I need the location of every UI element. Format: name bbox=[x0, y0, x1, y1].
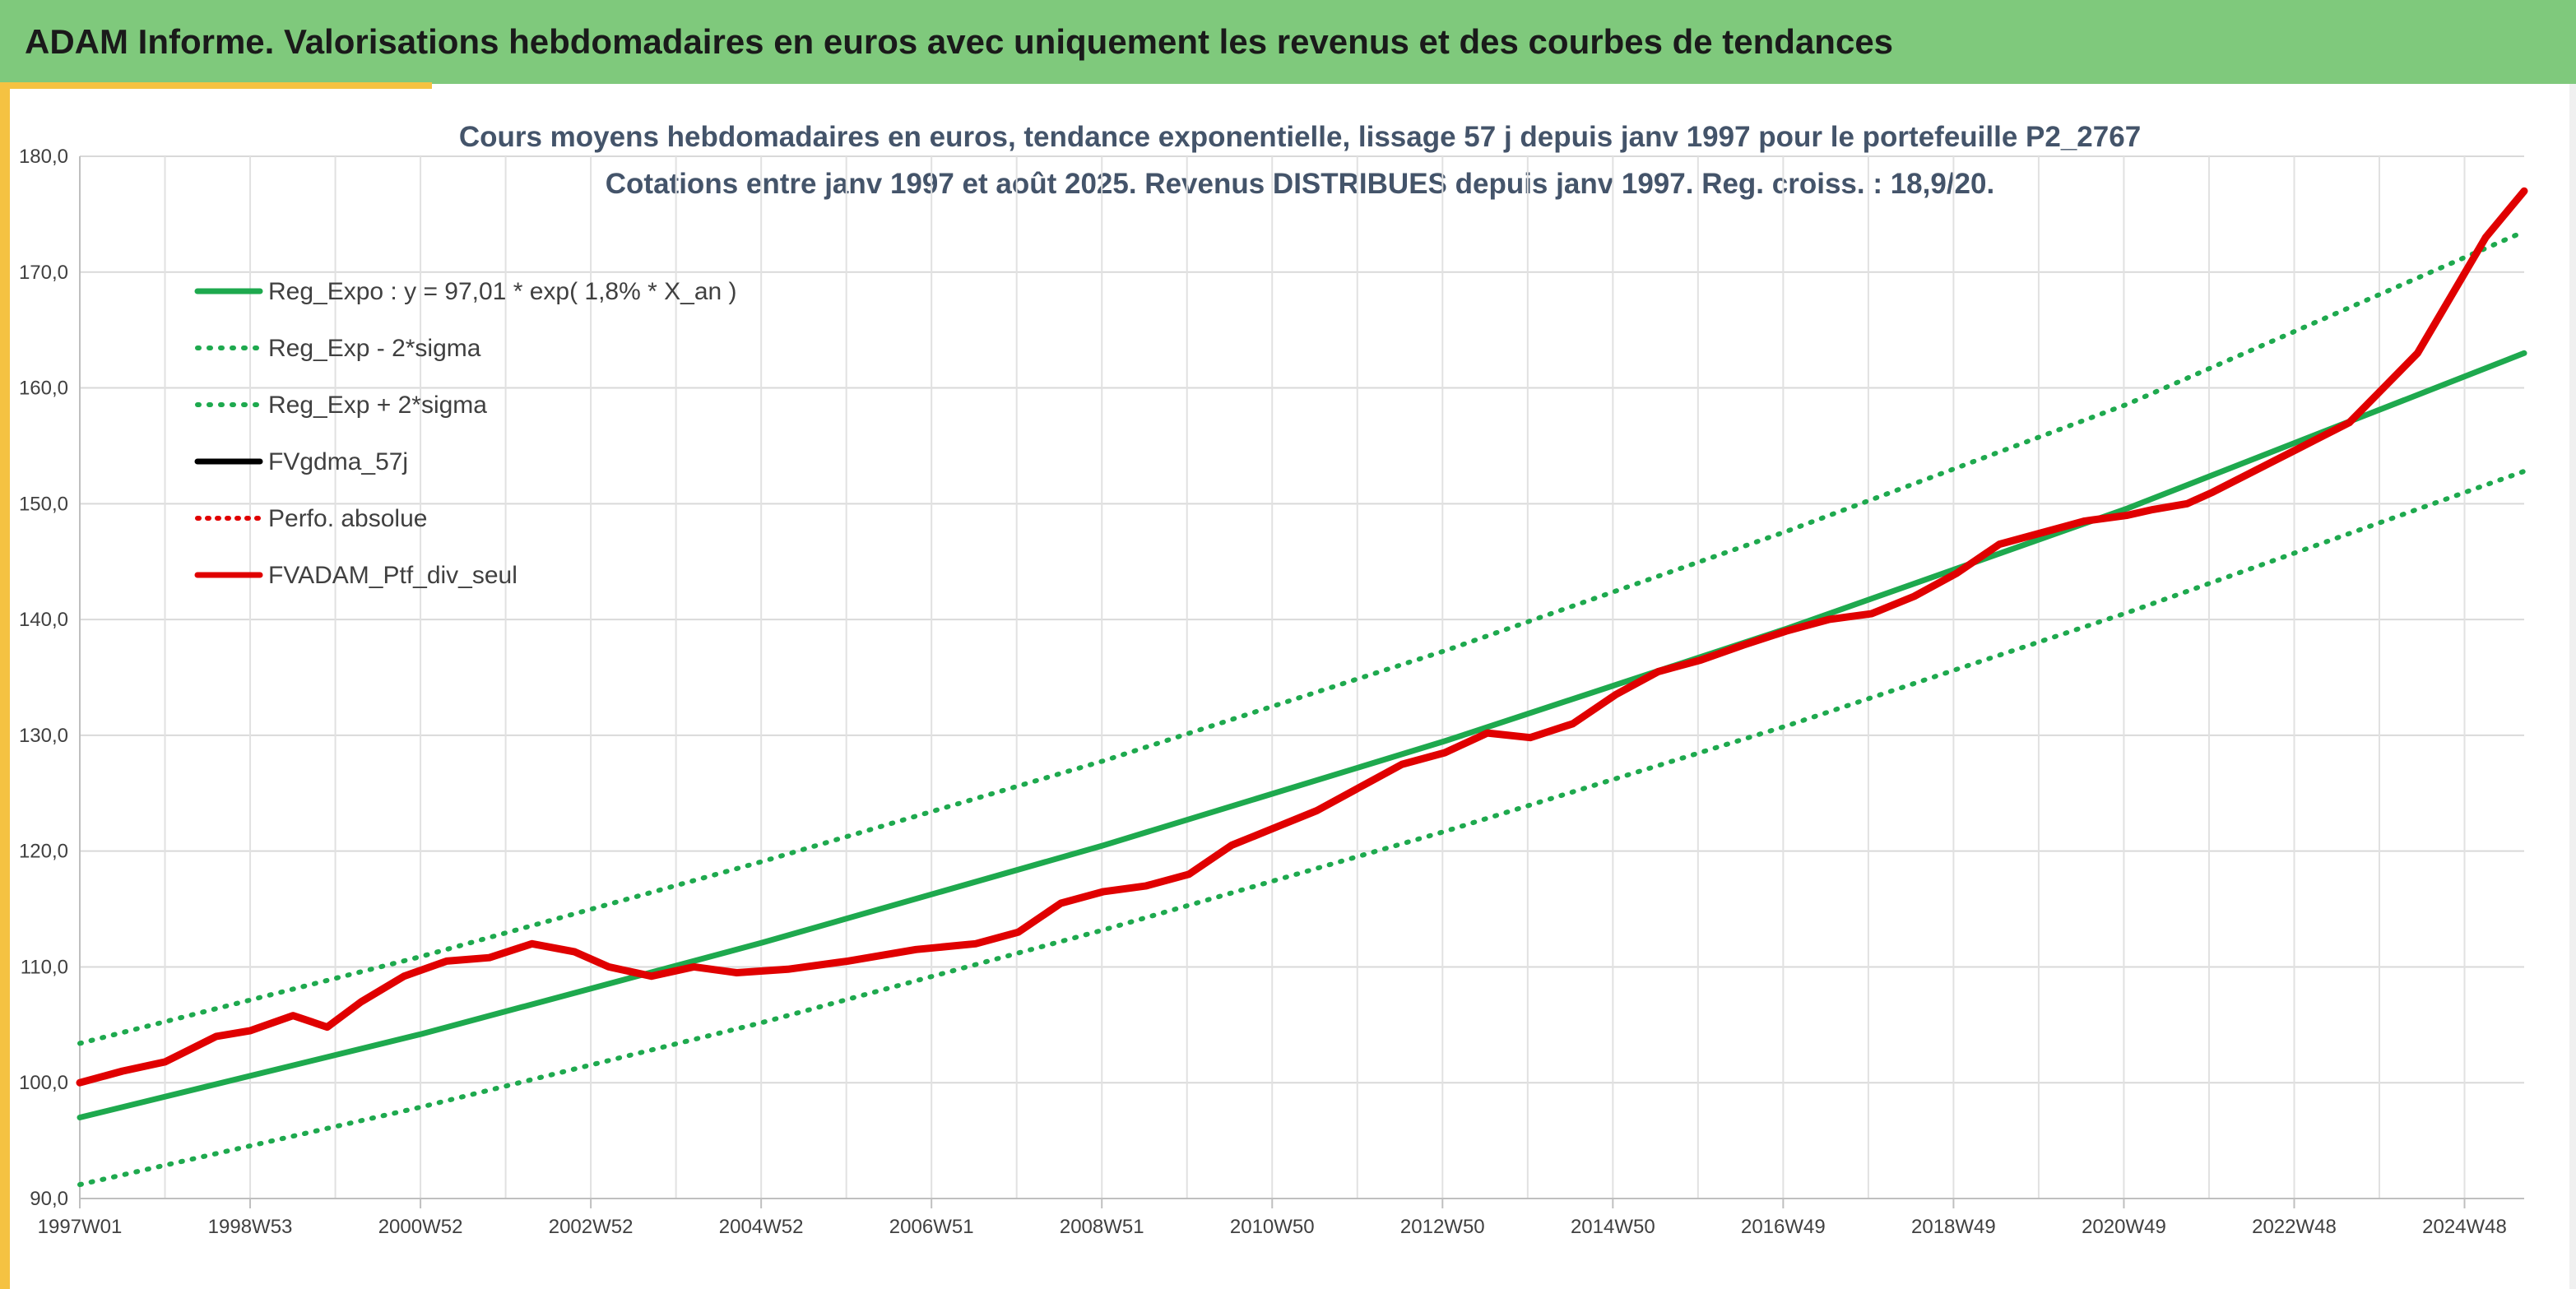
x-tick-label: 2000W52 bbox=[378, 1216, 463, 1238]
x-tick-label: 2014W50 bbox=[1571, 1216, 1655, 1238]
series-line bbox=[78, 189, 2526, 1085]
legend-label: FVADAM_Ptf_div_seul bbox=[268, 562, 518, 589]
x-tick-label: 1997W01 bbox=[38, 1216, 123, 1238]
legend: Reg_Expo : y = 97,01 * exp( 1,8% * X_an … bbox=[194, 278, 737, 589]
chart-subtitle: Cotations entre janv 1997 et août 2025. … bbox=[606, 168, 1994, 200]
grid bbox=[79, 155, 2524, 1199]
series-line bbox=[77, 468, 2527, 1188]
x-tick-label: 1998W53 bbox=[208, 1216, 293, 1238]
legend-label: Reg_Exp + 2*sigma bbox=[268, 392, 487, 419]
series-lines bbox=[76, 187, 2528, 1188]
y-tick-label: 110,0 bbox=[21, 956, 68, 978]
y-tick-label: 180,0 bbox=[19, 146, 68, 168]
y-tick-label: 120,0 bbox=[19, 841, 68, 863]
y-tick-label: 150,0 bbox=[19, 493, 68, 515]
x-tick-label: 2012W50 bbox=[1400, 1216, 1485, 1238]
chart-title: Cours moyens hebdomadaires en euros, ten… bbox=[459, 121, 2141, 153]
y-tick-label: 160,0 bbox=[19, 378, 68, 400]
x-tick-label: 2004W52 bbox=[719, 1216, 804, 1238]
axes: 90,0 100,0 110,0 120,0 130,0 140,0 150,0 160,0 1… bbox=[19, 146, 2524, 1238]
legend-label: FVgdma_57j bbox=[268, 448, 408, 475]
x-tick-label: 2002W52 bbox=[549, 1216, 634, 1238]
x-tick-label: 2016W49 bbox=[1741, 1216, 1826, 1238]
accent-right-bar bbox=[2569, 84, 2576, 1289]
y-tick-label: 100,0 bbox=[19, 1072, 68, 1094]
header-bar: ADAM Informe. Valorisations hebdomadaire… bbox=[0, 0, 2576, 84]
accent-top-bar bbox=[0, 82, 432, 89]
legend-label: Reg_Exp - 2*sigma bbox=[268, 335, 481, 362]
x-tick-label: 2022W48 bbox=[2252, 1216, 2337, 1238]
page-title: ADAM Informe. Valorisations hebdomadaire… bbox=[25, 22, 1894, 61]
y-tick-label: 170,0 bbox=[19, 262, 68, 284]
legend-label: Reg_Expo : y = 97,01 * exp( 1,8% * X_an … bbox=[268, 278, 737, 305]
x-tick-label: 2018W49 bbox=[1911, 1216, 1996, 1238]
y-tick-label: 130,0 bbox=[19, 725, 68, 747]
x-tick-label: 2006W51 bbox=[889, 1216, 974, 1238]
x-tick-label: 2024W48 bbox=[2422, 1216, 2507, 1238]
x-tick-label: 2020W49 bbox=[2082, 1216, 2166, 1238]
x-tick-label: 2010W50 bbox=[1230, 1216, 1315, 1238]
y-tick-label: 140,0 bbox=[19, 609, 68, 631]
x-tick-label: 2008W51 bbox=[1060, 1216, 1144, 1238]
accent-left-bar bbox=[0, 84, 10, 1289]
series-line bbox=[77, 229, 2527, 1046]
legend-label: Perfo. absolue bbox=[268, 505, 427, 532]
y-tick-label: 90,0 bbox=[30, 1188, 68, 1210]
